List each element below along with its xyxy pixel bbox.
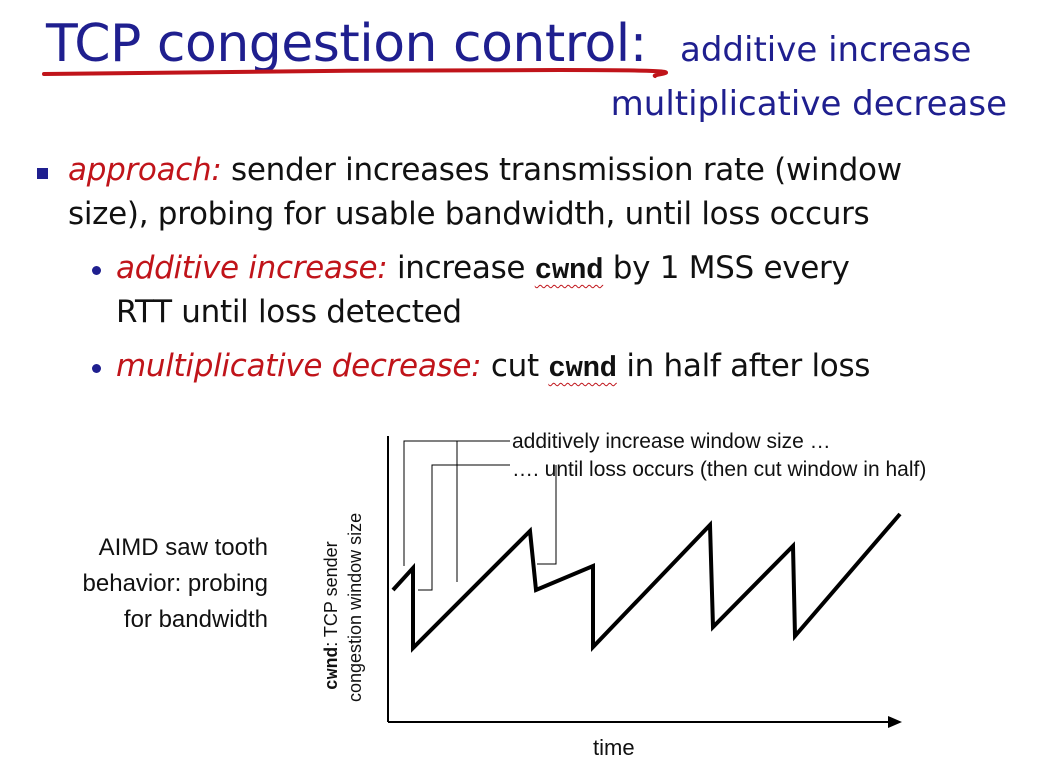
bullet1-line2: size), probing for usable bandwidth, unt… (68, 196, 870, 232)
x-axis-arrowhead (888, 716, 902, 728)
sub1-line2: RTT until loss detected (116, 294, 462, 330)
sub1-line1: additive increase: increase cwnd by 1 MS… (116, 250, 850, 287)
ylabel-rest: : TCP sender (321, 541, 341, 646)
sub2-pre: cut (481, 348, 549, 384)
annotation-increase: additively increase window size … (512, 430, 831, 453)
ylabel-code: cwnd (323, 647, 343, 690)
sub-bullet-dot (92, 364, 101, 373)
side-caption-line3: for bandwidth (123, 606, 268, 633)
slide-title-line1: additive increase (680, 30, 972, 70)
annotation-loss: …. until loss occurs (then cut window in… (512, 458, 926, 481)
sub1-code: cwnd (534, 254, 604, 287)
sub2-post: in half after loss (616, 348, 871, 384)
side-caption-line1: AIMD saw tooth (98, 534, 268, 561)
slide-title: TCP congestion control: (46, 14, 647, 74)
sub2-lead: multiplicative decrease: (116, 348, 482, 384)
svg-text:cwnd: TCP sender: cwnd: TCP sender (321, 541, 343, 690)
sub2-code: cwnd (548, 352, 617, 385)
loss-leader-2 (537, 465, 557, 565)
y-axis-label: cwnd: TCP sender congestion window size (321, 513, 365, 702)
side-caption-line2: behavior: probing (82, 570, 268, 597)
sub1-pre: increase (387, 250, 535, 286)
bullet1-lead: approach: (68, 152, 222, 188)
loss-leader-1 (418, 464, 510, 591)
increase-leader-1 (403, 440, 510, 566)
bullet1-line1: approach: sender increases transmission … (68, 152, 902, 188)
x-axis-label: time (593, 735, 635, 760)
sub1-lead: additive increase: (116, 250, 388, 286)
bullet1-text1: sender increases transmission rate (wind… (221, 152, 902, 188)
ylabel-line2: congestion window size (345, 513, 365, 702)
slide-title-line2: multiplicative decrease (610, 84, 1007, 124)
bullet-square (37, 168, 48, 179)
cwnd-sawtooth (391, 512, 902, 653)
sub-bullet-dot (92, 266, 101, 275)
sub1-post: by 1 MSS every (603, 250, 850, 286)
sub2-line1: multiplicative decrease: cut cwnd in hal… (116, 348, 870, 385)
side-caption: AIMD saw tooth behavior: probing for ban… (24, 530, 268, 638)
